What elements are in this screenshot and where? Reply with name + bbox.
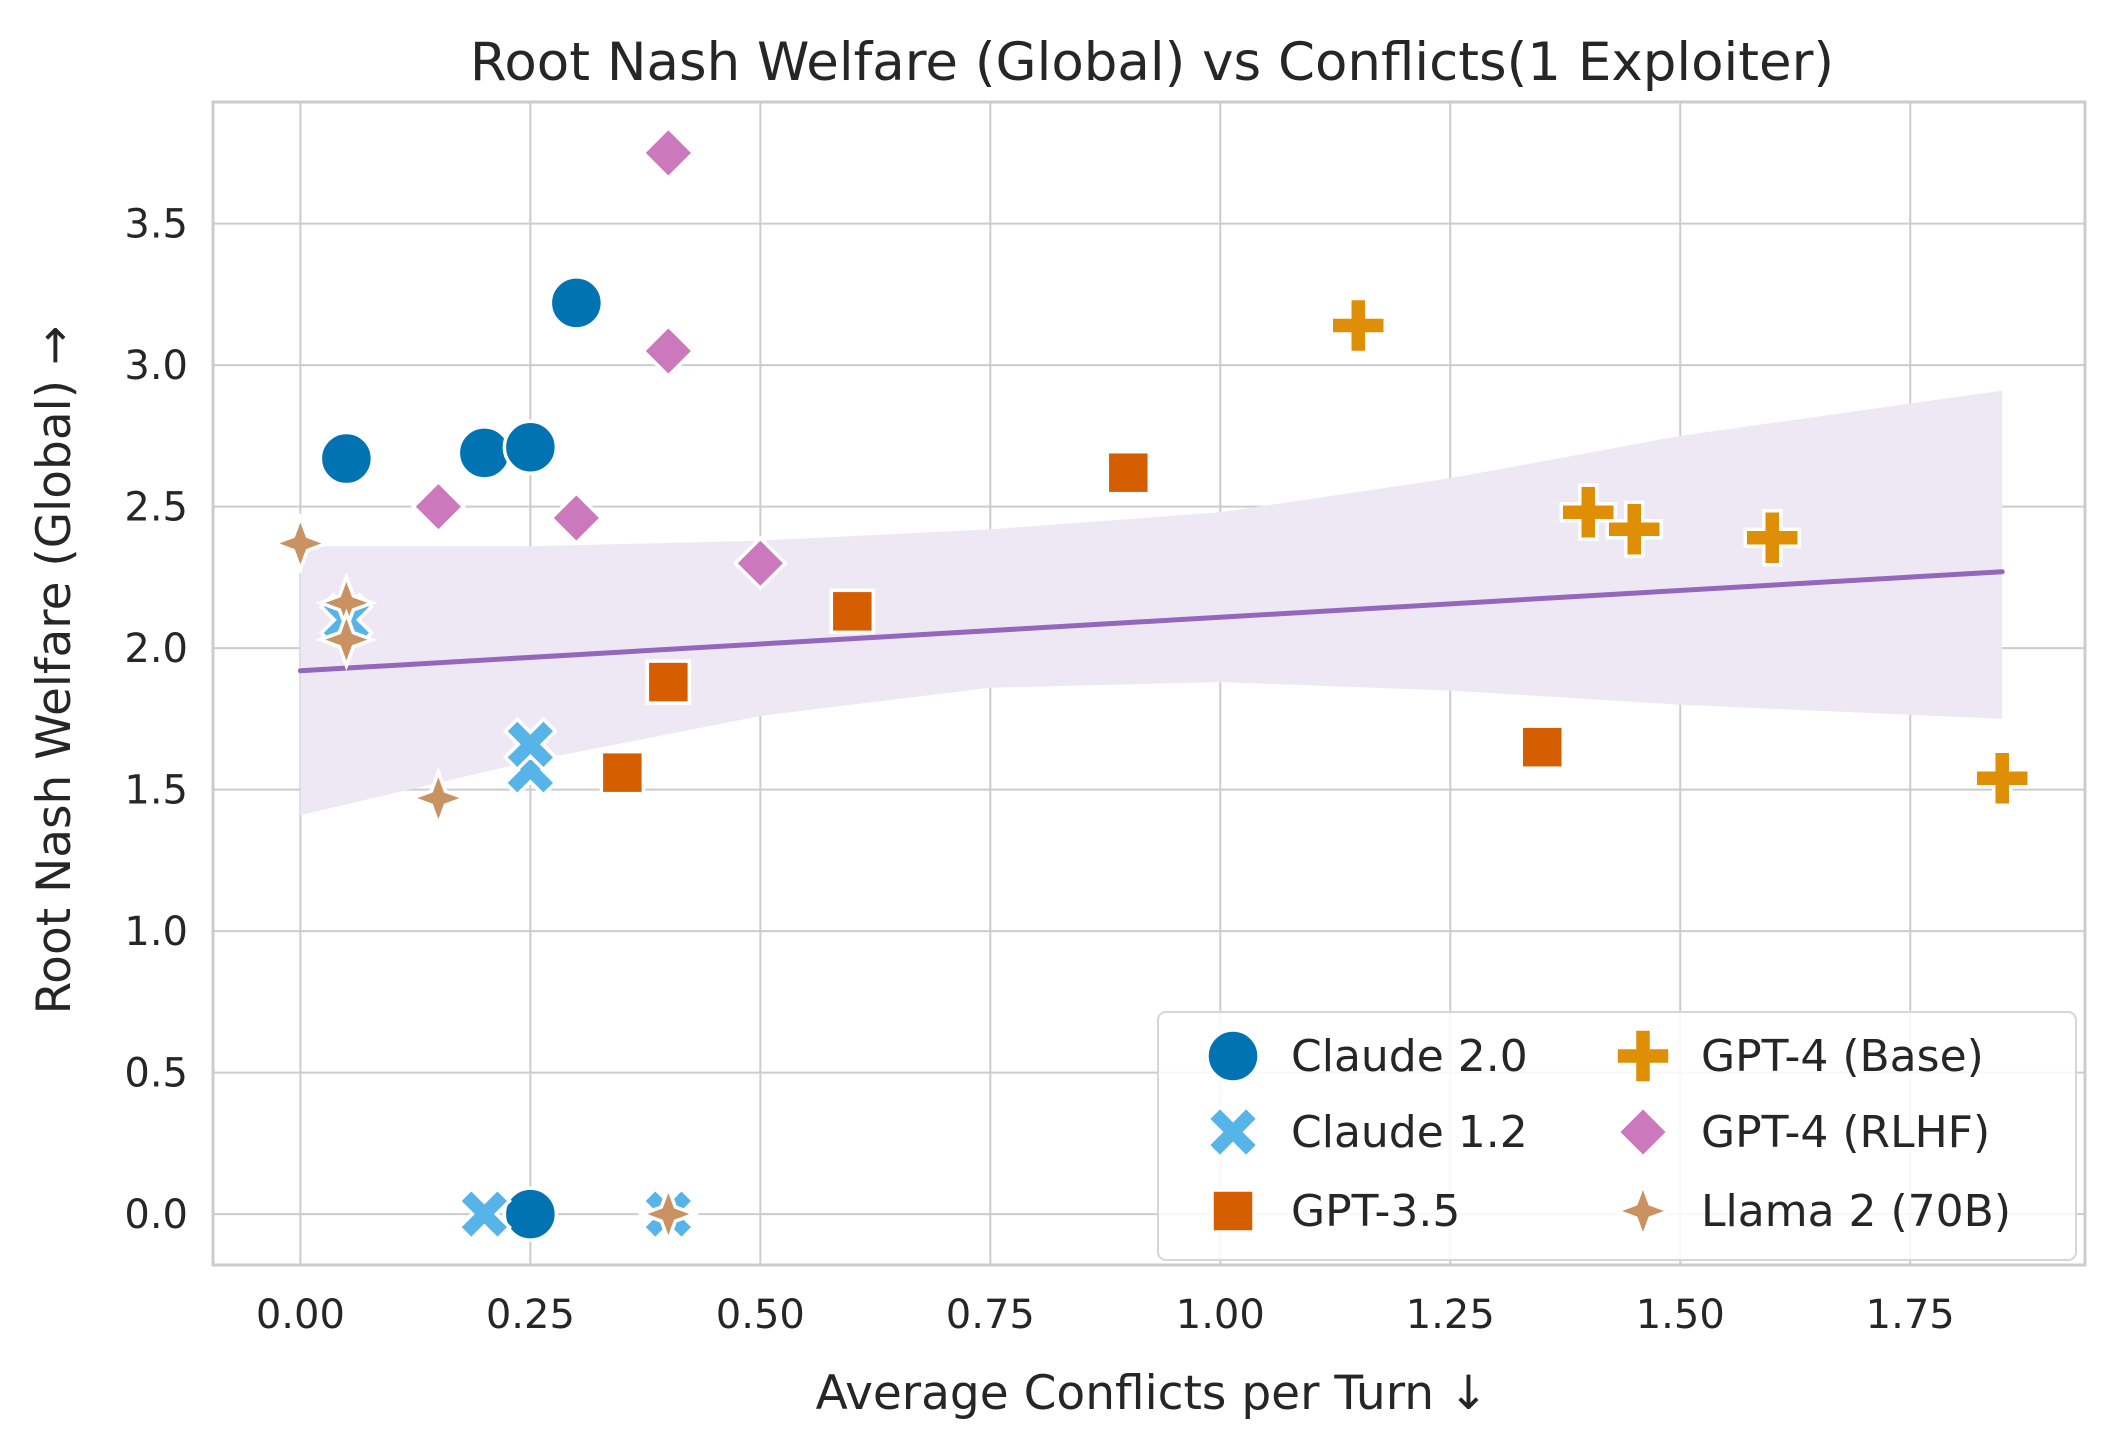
x-tick-label: 0.25 [486, 1292, 575, 1338]
regression-line [297, 569, 2005, 674]
legend: Claude 2.0 Claude 1.2 GPT-3.5 GPT-4 (Base) G… [1157, 1011, 2077, 1261]
point-gpt-3-5 [599, 749, 646, 796]
x-tick-label: 0.50 [716, 1292, 805, 1338]
point-gpt-4-rlhf [640, 125, 696, 181]
point-gpt-4-rlhf [548, 490, 604, 546]
y-tick-label: 0.0 [124, 1192, 188, 1238]
legend-marker-gpt-3-5 [1210, 1188, 1256, 1234]
x-tick-label: 1.50 [1636, 1292, 1725, 1338]
series-claude-2-0 [318, 275, 605, 1242]
point-llama-2-70b [269, 512, 332, 575]
point-gpt-4-base [1743, 509, 1801, 567]
legend-label-gpt-4-base: GPT-4 (Base) [1701, 1031, 1984, 1082]
legend-label-claude-1-2: Claude 1.2 [1291, 1107, 1528, 1158]
y-tick-labels: 0.0 0.5 1.0 1.5 2.0 2.5 3.0 3.5 [124, 202, 188, 1238]
point-gpt-4-rlhf [410, 479, 466, 535]
legend-marker-claude-2-0 [1205, 1028, 1261, 1084]
point-gpt-3-5 [1519, 724, 1566, 770]
point-gpt-3-5 [645, 659, 692, 705]
legend-marker-claude-1-2 [1205, 1104, 1261, 1160]
y-axis-label: Root Nash Welfare (Global) → [27, 326, 82, 1015]
regression-line-group [297, 569, 2005, 674]
series-llama-2-70b [269, 512, 700, 1246]
y-tick-label: 1.0 [124, 909, 188, 955]
legend-label-llama-2-70b: Llama 2 (70B) [1701, 1186, 2011, 1237]
x-tick-label: 0.75 [946, 1292, 1035, 1338]
point-claude-2-0 [318, 430, 375, 487]
point-claude-2-0 [548, 275, 605, 331]
point-claude-1-2 [502, 716, 558, 772]
point-claude-2-0 [502, 1186, 559, 1242]
point-gpt-4-rlhf [640, 323, 696, 379]
y-tick-label: 0.5 [124, 1051, 188, 1097]
x-tick-labels: 0.00 0.25 0.50 0.75 1.00 1.25 1.50 1.75 [256, 1292, 1955, 1338]
point-gpt-4-rlhf [732, 535, 788, 591]
x-tick-label: 1.25 [1406, 1292, 1495, 1338]
series-gpt-4-base [1329, 296, 2031, 808]
point-gpt-4-base [1605, 500, 1663, 559]
legend-box [1157, 1011, 2077, 1261]
plot-frame [211, 100, 2087, 1267]
y-tick-label: 3.5 [124, 202, 188, 248]
point-gpt-4-base [1559, 483, 1618, 542]
point-llama-2-70b [637, 1183, 700, 1246]
legend-label-claude-2-0: Claude 2.0 [1291, 1031, 1528, 1082]
y-tick-label: 1.5 [124, 768, 188, 814]
plot-area [211, 100, 2087, 1267]
point-claude-1-2 [456, 1186, 512, 1242]
point-llama-2-70b [315, 608, 378, 671]
point-gpt-4-base [1973, 749, 2031, 808]
legend-marker-llama-2-70b [1611, 1179, 1675, 1243]
point-gpt-3-5 [1105, 449, 1152, 496]
legend-label-gpt-4-rlhf: GPT-4 (RLHF) [1701, 1107, 1990, 1158]
x-tick-label: 1.00 [1176, 1292, 1265, 1338]
y-tick-label: 2.5 [124, 485, 188, 531]
x-tick-label: 0.00 [256, 1292, 345, 1338]
x-axis-label: Average Conflicts per Turn ↓ [816, 1366, 1489, 1421]
regression-band [300, 390, 2003, 816]
point-gpt-3-5 [829, 588, 876, 635]
series-gpt-4-rlhf [410, 125, 788, 591]
y-tick-label: 2.0 [124, 626, 188, 672]
point-claude-2-0 [502, 419, 559, 475]
y-tick-label: 3.0 [124, 343, 188, 389]
point-claude-2-0 [456, 425, 513, 481]
legend-marker-gpt-4-base [1614, 1027, 1672, 1085]
x-tick-label: 1.75 [1866, 1292, 1955, 1338]
data-points [269, 125, 2031, 1246]
legend-marker-gpt-4-rlhf [1615, 1104, 1671, 1160]
series-gpt-3-5 [599, 449, 1566, 796]
point-gpt-4-base [1329, 296, 1388, 355]
legend-label-gpt-3-5: GPT-3.5 [1291, 1186, 1460, 1237]
confidence-band [300, 390, 2003, 816]
chart-title: Root Nash Welfare (Global) vs Conflicts(… [470, 32, 1834, 93]
point-llama-2-70b [407, 767, 470, 830]
